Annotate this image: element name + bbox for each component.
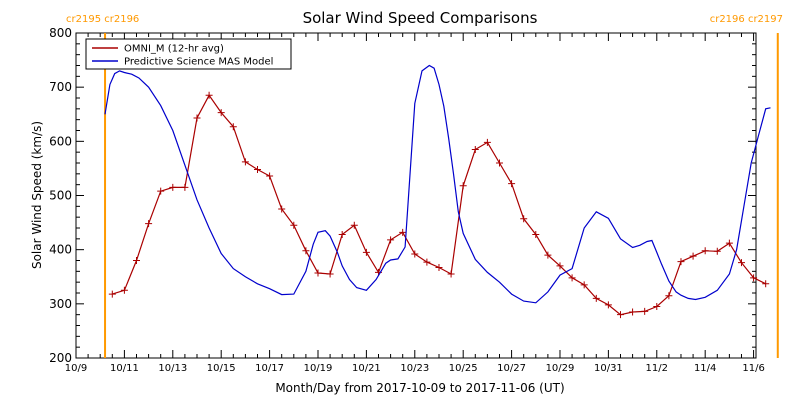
data-point-marker (411, 250, 419, 258)
data-point-marker (241, 158, 249, 166)
x-tick-label: 10/29 (546, 363, 575, 374)
data-point-marker (653, 303, 661, 311)
x-tick-label: 10/11 (110, 363, 139, 374)
data-point-marker (629, 308, 637, 316)
x-tick-label: 11/6 (742, 363, 764, 374)
series-line-mas-model (104, 64, 771, 304)
data-point-marker (568, 274, 576, 282)
x-tick-label: 10/21 (352, 363, 381, 374)
data-point-marker (665, 292, 673, 300)
data-point-marker (120, 286, 128, 294)
data-point-marker (326, 270, 334, 278)
plot-frame (75, 32, 757, 359)
legend-box (85, 38, 292, 70)
data-point-marker (278, 205, 286, 213)
data-point-marker (447, 270, 455, 278)
data-point-marker (737, 259, 745, 267)
plot-area: 200 300 400 500 600 700 800 10/9 10/11 10/13 10/15… (49, 14, 783, 374)
data-point-marker (266, 172, 274, 180)
data-point-marker (399, 228, 407, 236)
data-point-marker (616, 311, 624, 319)
data-point-marker (423, 258, 431, 266)
data-point-marker (508, 180, 516, 188)
y-tick-label: 500 (49, 189, 72, 203)
data-point-marker (483, 138, 491, 146)
carrington-label: cr2195 cr2196 (66, 14, 139, 25)
x-tick-label: 10/31 (594, 363, 623, 374)
data-point-marker (580, 281, 588, 289)
chart-title: Solar Wind Speed Comparisons (303, 9, 538, 27)
data-point-marker (471, 145, 479, 153)
series-line-omni (112, 94, 766, 316)
legend-label: OMNI_M (12-hr avg) (124, 44, 224, 55)
data-point-marker (253, 166, 261, 173)
x-tick-label: 10/27 (497, 363, 526, 374)
x-tick-label: 10/19 (304, 363, 333, 374)
y-axis-label: Solar Wind Speed (km/s) (30, 121, 44, 269)
y-tick-label: 600 (49, 134, 72, 148)
x-tick-label: 10/25 (449, 363, 478, 374)
data-point-marker (604, 301, 612, 309)
x-tick-label: 10/15 (207, 363, 236, 374)
data-point-marker (302, 247, 310, 255)
x-tick-label: 10/17 (255, 363, 284, 374)
data-point-marker (556, 262, 564, 270)
data-point-marker (229, 123, 237, 131)
data-point-marker (592, 294, 600, 302)
data-point-marker (314, 269, 322, 277)
data-point-marker (181, 183, 189, 191)
x-tick-label: 11/4 (694, 363, 716, 374)
y-tick-label: 300 (49, 297, 72, 311)
carrington-label: cr2196 cr2197 (710, 14, 783, 25)
y-tick-label: 400 (49, 243, 72, 257)
data-point-marker (169, 183, 177, 191)
data-point-marker (544, 251, 552, 259)
data-point-marker (217, 109, 225, 117)
y-tick-label: 800 (49, 26, 72, 40)
x-tick-label: 10/23 (400, 363, 429, 374)
x-tick-label: 10/13 (158, 363, 187, 374)
legend-label: Predictive Science MAS Model (124, 57, 273, 68)
data-point-marker (713, 247, 721, 255)
data-point-marker (290, 221, 298, 229)
x-tick-label: 11/2 (646, 363, 668, 374)
data-point-marker (362, 248, 370, 256)
data-point-marker (689, 252, 697, 260)
data-point-marker (520, 215, 528, 223)
x-tick-label: 10/9 (65, 363, 87, 374)
data-point-marker (435, 264, 443, 272)
data-point-marker (701, 247, 709, 255)
y-tick-label: 200 (49, 351, 72, 365)
data-point-marker (459, 182, 467, 190)
data-point-marker (338, 231, 346, 238)
data-point-marker (350, 221, 358, 229)
data-point-marker (132, 257, 140, 264)
data-point-marker (641, 307, 649, 315)
data-point-marker (157, 187, 165, 195)
data-point-marker (387, 236, 395, 244)
data-point-marker (108, 290, 116, 298)
data-point-marker (677, 258, 685, 266)
data-point-marker (532, 231, 540, 238)
data-point-marker (725, 239, 733, 247)
data-point-marker (750, 274, 758, 282)
data-point-marker (762, 280, 770, 288)
data-point-marker (145, 220, 153, 228)
data-point-marker (495, 159, 503, 167)
data-point-marker (193, 114, 201, 122)
y-tick-label: 700 (49, 80, 72, 94)
x-axis-label: Month/Day from 2017-10-09 to 2017-11-06 … (275, 381, 564, 395)
data-point-marker (205, 91, 213, 99)
